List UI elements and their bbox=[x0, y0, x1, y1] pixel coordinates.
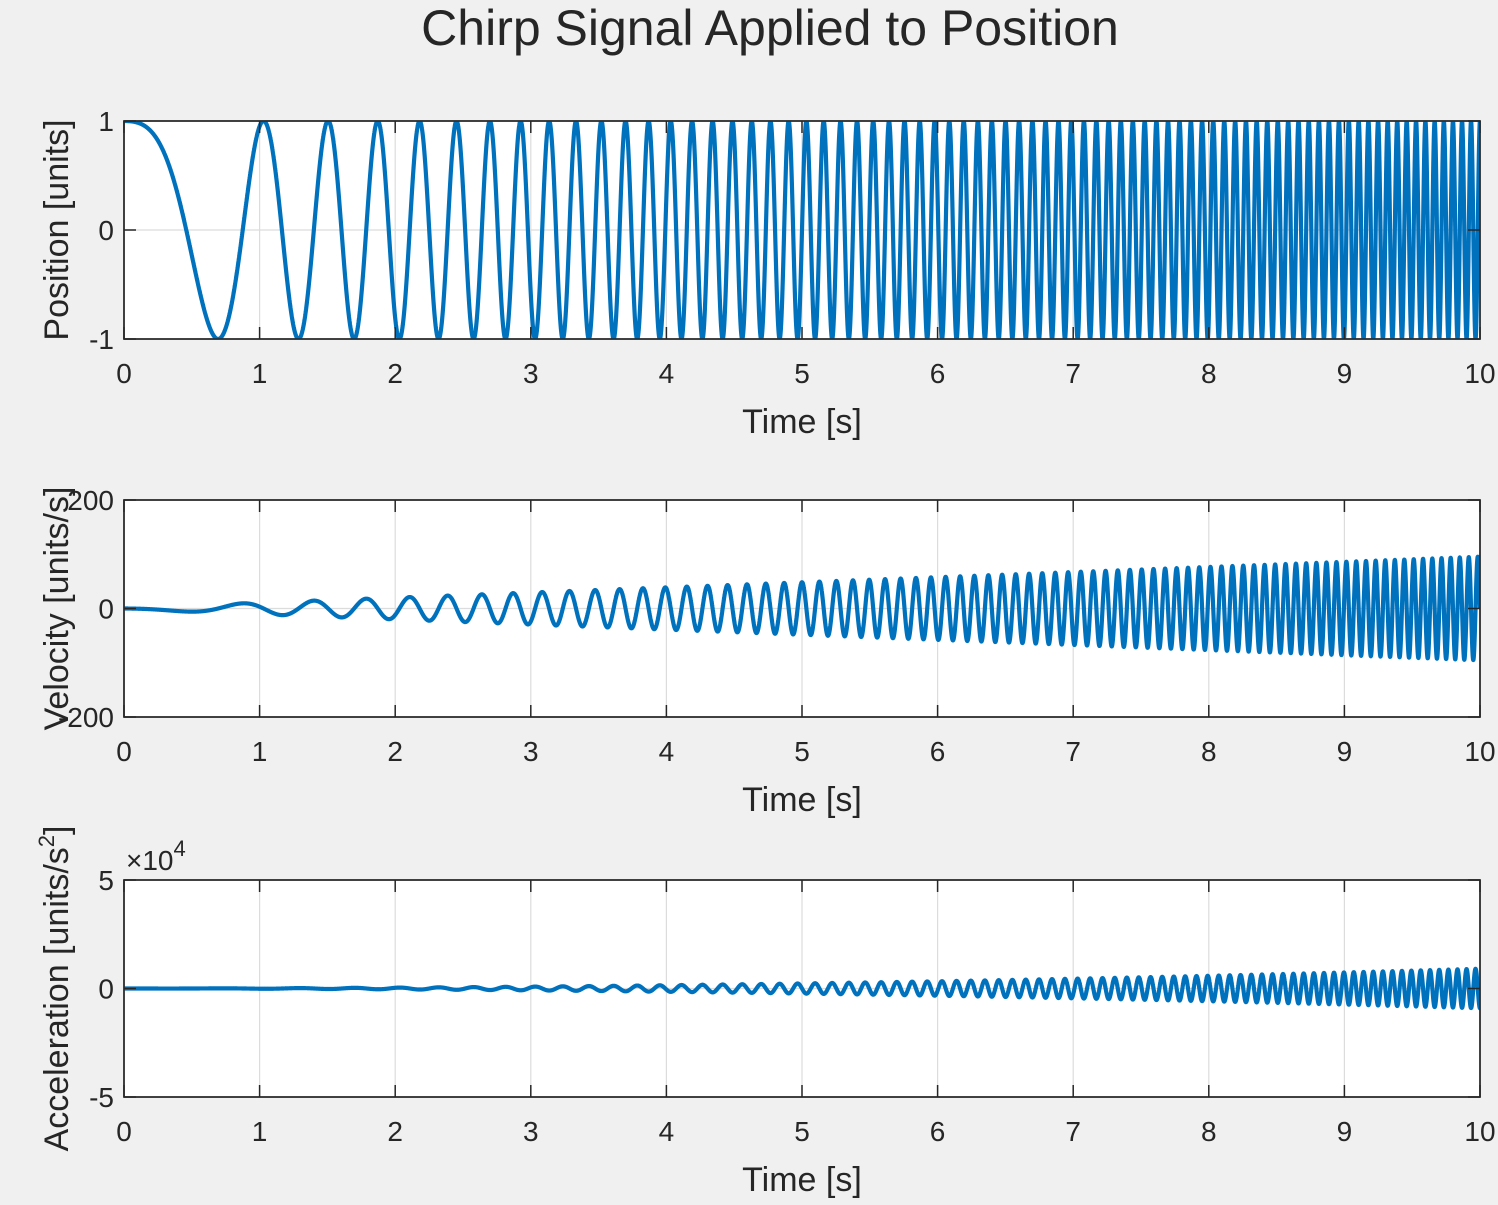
x-tick-label: 4 bbox=[659, 1116, 675, 1147]
x-tick-label: 2 bbox=[387, 1116, 403, 1147]
y-tick-label: 0 bbox=[98, 215, 114, 246]
x-axis-label: Time [s] bbox=[742, 781, 862, 819]
x-tick-label: 5 bbox=[794, 358, 810, 389]
y-tick-label: -1 bbox=[89, 324, 114, 355]
x-tick-label: 2 bbox=[387, 736, 403, 767]
x-tick-label: 0 bbox=[116, 358, 132, 389]
x-tick-label: 3 bbox=[523, 736, 539, 767]
x-tick-label: 7 bbox=[1065, 1116, 1081, 1147]
x-tick-label: 1 bbox=[252, 1116, 268, 1147]
series-line-velocity bbox=[124, 554, 1480, 663]
x-tick-label: 6 bbox=[930, 358, 946, 389]
x-tick-label: 9 bbox=[1337, 358, 1353, 389]
x-tick-label: 10 bbox=[1464, 358, 1495, 389]
x-tick-label: 3 bbox=[523, 358, 539, 389]
y-tick-label: 1 bbox=[98, 106, 114, 137]
y-tick-label: 5 bbox=[98, 865, 114, 896]
x-tick-label: 4 bbox=[659, 358, 675, 389]
x-tick-label: 10 bbox=[1464, 1116, 1495, 1147]
y-exponent-label: ×104 bbox=[126, 836, 186, 876]
x-tick-label: 9 bbox=[1337, 1116, 1353, 1147]
y-axis-label: Acceleration [units/s2] bbox=[34, 826, 76, 1152]
x-tick-label: 7 bbox=[1065, 736, 1081, 767]
x-tick-label: 10 bbox=[1464, 736, 1495, 767]
x-tick-label: 2 bbox=[387, 358, 403, 389]
y-axis-label: Position [units] bbox=[38, 119, 76, 340]
y-tick-label: 200 bbox=[67, 485, 114, 516]
x-axis-label: Time [s] bbox=[742, 1161, 862, 1199]
series-line-acceleration bbox=[124, 966, 1480, 1011]
x-tick-label: 5 bbox=[794, 736, 810, 767]
x-tick-label: 8 bbox=[1201, 358, 1217, 389]
x-tick-label: 5 bbox=[794, 1116, 810, 1147]
x-tick-label: 7 bbox=[1065, 358, 1081, 389]
chart-title: Chirp Signal Applied to Position bbox=[421, 0, 1119, 56]
x-tick-label: 1 bbox=[252, 358, 268, 389]
y-tick-label: 0 bbox=[98, 594, 114, 625]
x-tick-label: 1 bbox=[252, 736, 268, 767]
x-tick-label: 4 bbox=[659, 736, 675, 767]
y-tick-label: 0 bbox=[98, 974, 114, 1005]
x-tick-label: 6 bbox=[930, 1116, 946, 1147]
x-tick-label: 6 bbox=[930, 736, 946, 767]
x-tick-label: 0 bbox=[116, 1116, 132, 1147]
x-tick-label: 8 bbox=[1201, 1116, 1217, 1147]
series-line-position bbox=[124, 121, 1480, 339]
y-axis-label: Velocity [units/s] bbox=[38, 487, 76, 731]
x-tick-label: 9 bbox=[1337, 736, 1353, 767]
y-tick-label: -5 bbox=[89, 1082, 114, 1113]
y-tick-label: -200 bbox=[58, 702, 114, 733]
x-tick-label: 3 bbox=[523, 1116, 539, 1147]
x-tick-label: 0 bbox=[116, 736, 132, 767]
x-axis-label: Time [s] bbox=[742, 403, 862, 441]
x-tick-label: 8 bbox=[1201, 736, 1217, 767]
